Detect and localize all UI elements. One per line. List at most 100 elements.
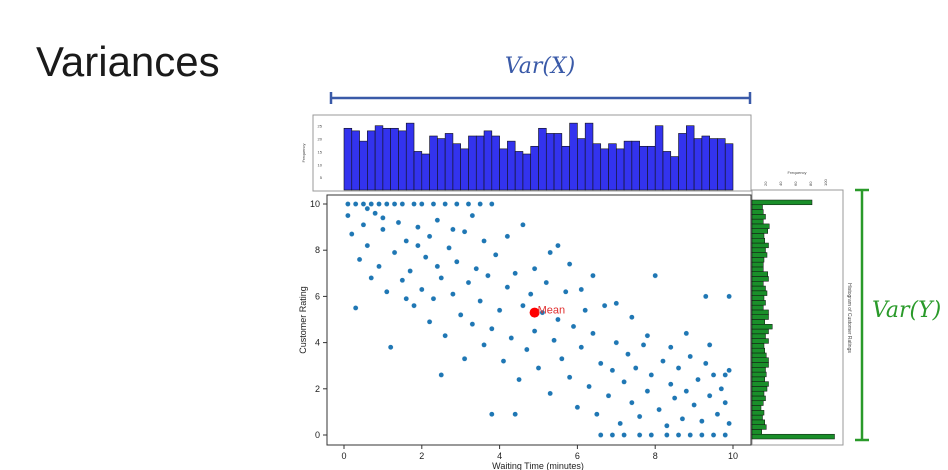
right-histogram-bar — [751, 371, 767, 378]
scatter-point — [683, 388, 690, 394]
scatter-point — [555, 242, 561, 249]
scatter-point — [376, 201, 382, 207]
top-histogram-bar — [499, 148, 508, 191]
scatter-point — [469, 212, 476, 219]
mean-label: Mean — [538, 305, 566, 317]
scatter-point — [418, 286, 425, 293]
scatter-point — [399, 277, 406, 284]
scatter-point — [407, 268, 413, 274]
right-histogram-bar — [751, 429, 762, 435]
top-histogram-bar — [405, 122, 415, 191]
scatter-point — [687, 353, 694, 360]
scatter-point — [531, 328, 538, 334]
scatter-point — [609, 367, 616, 374]
scatter-point — [710, 372, 717, 378]
scatter-point — [520, 221, 526, 228]
right-histogram-bar — [751, 314, 769, 320]
scatter-point — [636, 432, 643, 438]
top-histogram-bar — [701, 135, 710, 191]
top-hist-tick-label: 5 — [320, 175, 323, 180]
top-histogram-bar — [460, 148, 469, 191]
top-histogram-bar — [483, 130, 493, 191]
scatter-point — [430, 201, 437, 207]
scatter-point — [551, 337, 557, 344]
right-histogram-bar — [751, 357, 769, 363]
right-hist-title: Histogram of Customer Ratings — [846, 283, 852, 353]
scatter-point — [722, 372, 729, 378]
right-histogram-bar — [751, 376, 765, 382]
scatter-point — [710, 432, 717, 438]
top-histogram-bar — [647, 145, 656, 191]
right-histogram-bar — [751, 433, 835, 440]
top-histogram-bar — [343, 127, 353, 191]
scatter-point — [699, 432, 705, 438]
top-histogram-bar — [678, 133, 687, 191]
right-histogram-bar — [751, 328, 769, 335]
top-histogram-bar — [569, 122, 578, 191]
scatter-point — [566, 261, 573, 267]
right-histogram-bar — [751, 324, 773, 330]
right-histogram-bar — [751, 400, 764, 406]
scatter-point — [578, 344, 585, 351]
scatter-point — [597, 360, 604, 367]
scatter-point — [434, 217, 441, 223]
right-histogram-bar — [751, 414, 763, 421]
right-histogram-bar — [751, 424, 767, 430]
top-histogram-bar — [693, 138, 703, 191]
scatter-point — [454, 258, 460, 265]
var-y-bracket — [855, 188, 869, 442]
right-histogram-bar — [751, 281, 764, 287]
scatter-point — [438, 275, 445, 281]
right-histogram-bar — [751, 209, 764, 215]
scatter-point — [380, 226, 386, 233]
scatter-point — [504, 284, 511, 290]
right-histogram-bar — [751, 290, 768, 296]
top-histogram-bar — [709, 138, 718, 191]
scatter-point — [461, 355, 468, 362]
scatter-point — [621, 432, 627, 438]
scatter-point — [559, 355, 565, 362]
scatter-point — [660, 358, 666, 364]
scatter-point — [450, 291, 456, 297]
right-hist-tick-label: 80 — [808, 181, 813, 186]
scatter-point — [609, 432, 616, 438]
scatter-point — [578, 286, 585, 293]
top-histogram-bar — [374, 125, 384, 191]
y-tick-label: 2 — [315, 384, 320, 394]
scatter-point — [450, 226, 456, 233]
scatter-point — [675, 432, 682, 438]
scatter-point — [399, 201, 406, 207]
scatter-point — [702, 360, 709, 367]
scatter-point — [629, 399, 635, 406]
x-tick-label: 6 — [575, 451, 580, 461]
scatter-point — [411, 302, 417, 309]
right-histogram-bar — [751, 228, 768, 234]
scatter-point — [465, 279, 472, 286]
scatter-point — [543, 279, 550, 286]
right-histogram-bar — [751, 271, 768, 277]
right-histogram-bar — [751, 347, 765, 354]
right-histogram-bar — [751, 367, 766, 373]
scatter-point — [345, 201, 351, 207]
right-histogram-bar — [751, 381, 769, 387]
scatter-point — [364, 242, 371, 249]
scatter-point — [648, 372, 655, 378]
scatter-point — [664, 432, 670, 438]
right-histogram-bar — [751, 257, 765, 263]
top-histogram-bar — [592, 143, 602, 191]
scatter-point — [512, 411, 518, 418]
top-histogram-bar — [545, 133, 555, 191]
scatter-point — [570, 323, 577, 330]
top-histogram-bar — [367, 130, 376, 191]
scatter-point — [605, 392, 612, 399]
scatter-point — [356, 256, 363, 263]
right-histogram-bar — [751, 309, 769, 315]
scatter-point — [683, 330, 690, 337]
scatter-point — [632, 365, 639, 371]
right-histogram-bar — [751, 285, 766, 292]
scatter-point — [547, 390, 553, 397]
top-histogram-bar — [631, 140, 640, 191]
scatter-point — [422, 254, 429, 260]
right-hist-tick-label: 100 — [823, 179, 828, 186]
